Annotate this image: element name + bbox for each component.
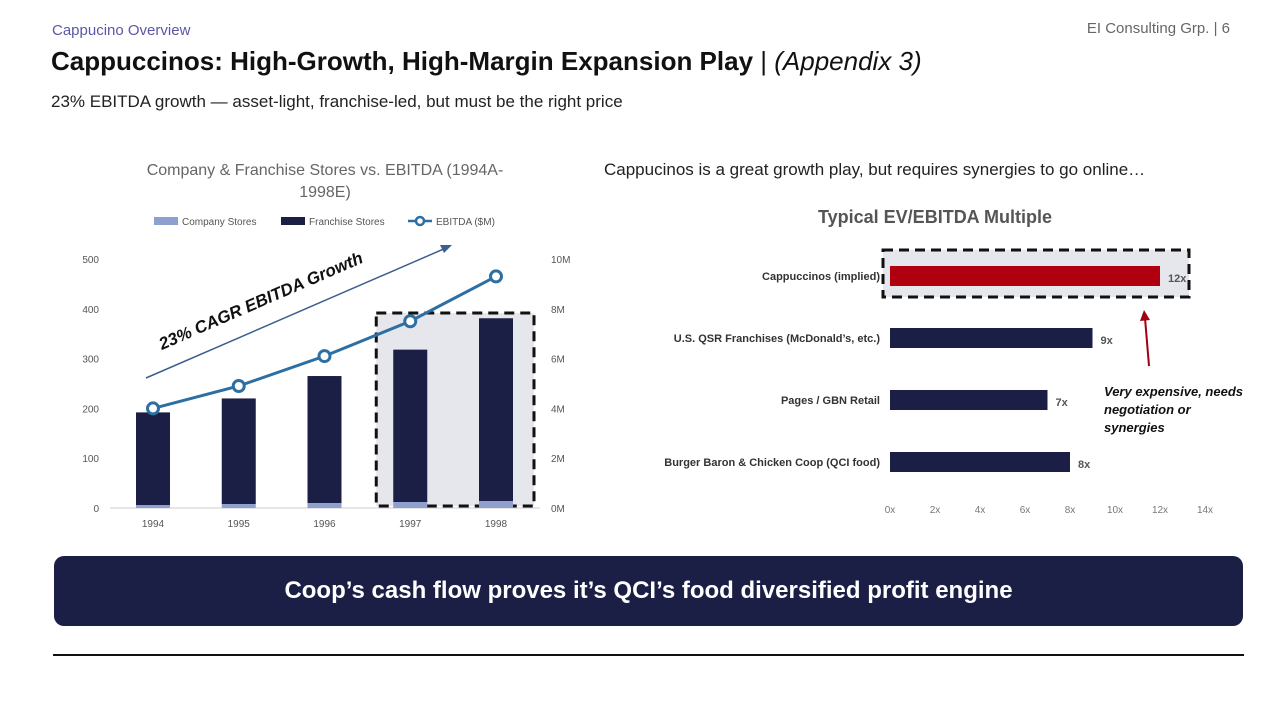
multiple-bar [890, 328, 1093, 348]
x-tick-label: 1997 [399, 519, 422, 530]
x-tick-label: 4x [975, 505, 986, 516]
title-separator: | [753, 46, 775, 76]
legend-swatch-marker [414, 215, 426, 227]
callout-arrow-line [1144, 317, 1150, 367]
section-label: Cappucino Overview [52, 22, 191, 39]
ebitda-point [317, 349, 332, 364]
y-tick-label: 200 [82, 404, 99, 415]
x-tick-label: 8x [1065, 505, 1076, 516]
y2-tick-label: 10M [551, 255, 570, 266]
data-label: 7x [1056, 397, 1069, 409]
y2-tick-label: 6M [551, 355, 565, 366]
multiple-bar [890, 266, 1160, 286]
y2-tick-label: 8M [551, 305, 565, 316]
data-label: 8x [1078, 459, 1091, 471]
multiple-chart-title: Typical EV/EBITDA Multiple [817, 207, 1053, 227]
ebitda-point [489, 269, 503, 284]
ebitda-point [231, 378, 246, 393]
y2-tick-label: 0M [551, 504, 565, 515]
x-tick-label: 10x [1107, 505, 1123, 516]
page-subtitle: 23% EBITDA growth — asset-light, franchi… [51, 92, 623, 111]
category-label: Burger Baron & Chicken Coop (QCI food) [664, 457, 880, 469]
bottom-divider [53, 654, 1244, 656]
x-tick-label: 2x [930, 505, 941, 516]
company-stores-bar [479, 501, 513, 508]
legend-swatch [281, 217, 305, 225]
franchise-stores-bar [479, 318, 513, 502]
conclusion-banner-text: Coop’s cash flow proves it’s QCI’s food … [284, 577, 1013, 604]
y2-tick-label: 2M [551, 454, 565, 465]
x-tick-label: 1996 [313, 519, 336, 530]
y-tick-label: 400 [82, 305, 99, 316]
y-tick-label: 100 [82, 454, 99, 465]
cagr-annotation: 23% CAGR EBITDA Growth [155, 248, 366, 354]
company-stores-bar [136, 505, 170, 508]
category-label: Pages / GBN Retail [781, 395, 880, 407]
company-stores-bar [393, 502, 428, 508]
data-label: 9x [1101, 335, 1114, 347]
y2-tick-label: 4M [551, 404, 565, 415]
legend-label: Company Stores [182, 217, 256, 228]
legend-label: Franchise Stores [309, 217, 385, 228]
x-tick-label: 1995 [228, 519, 251, 530]
page-reference: EI Consulting Grp. | 6 [1086, 20, 1230, 37]
franchise-stores-bar [221, 398, 256, 505]
y-tick-label: 500 [82, 255, 99, 266]
right-headline: Cappucinos is a great growth play, but r… [604, 160, 1146, 179]
legend-label: EBITDA ($M) [436, 217, 495, 228]
title-main: Cappuccinos: High-Growth, High-Margin Ex… [51, 46, 754, 76]
title-appendix: (Appendix 3) [774, 46, 922, 76]
x-tick-label: 12x [1152, 505, 1168, 516]
y-tick-label: 0 [93, 504, 99, 515]
conclusion-banner: Coop’s cash flow proves it’s QCI’s food … [54, 556, 1243, 626]
franchise-stores-bar [393, 349, 428, 503]
ebitda-point [146, 401, 160, 416]
growth-arrow-head [440, 245, 452, 253]
x-tick-label: 0x [885, 505, 896, 516]
x-tick-label: 14x [1197, 505, 1213, 516]
growth-arrow-line [145, 247, 447, 379]
page-title: Cappuccinos: High-Growth, High-Margin Ex… [51, 46, 922, 77]
category-label: Cappuccinos (implied) [762, 271, 880, 283]
legend-swatch [154, 217, 178, 225]
x-tick-label: 1994 [142, 519, 165, 530]
company-stores-bar [307, 503, 342, 508]
x-tick-label: 6x [1020, 505, 1031, 516]
category-label: U.S. QSR Franchises (McDonald’s, etc.) [674, 333, 881, 345]
callout-text: negotiation or [1104, 402, 1192, 417]
ev-ebitda-chart: Cappuccinos (implied) 12x U.S. QSR Franchi… [664, 248, 1243, 516]
franchise-stores-bar [136, 412, 170, 506]
data-label: 12x [1168, 273, 1187, 285]
ebitda-point [403, 314, 418, 329]
multiple-bar [890, 452, 1070, 472]
callout-arrow-head [1140, 310, 1150, 321]
callout-text: Very expensive, needs [1104, 384, 1243, 399]
multiple-bar [890, 390, 1048, 410]
stores-chart-title: Company & Franchise Stores vs. EBITDA (1… [146, 162, 504, 201]
callout-text: synergies [1104, 420, 1165, 435]
company-stores-bar [221, 504, 256, 508]
x-tick-label: 1998 [485, 519, 508, 530]
y-tick-label: 300 [82, 355, 99, 366]
franchise-stores-bar [307, 376, 342, 504]
stores-ebitda-chart: 0 100 200 300 400 500 0M 2M 4M 6M 8M 10M 1994 1995 199… [82, 215, 570, 530]
